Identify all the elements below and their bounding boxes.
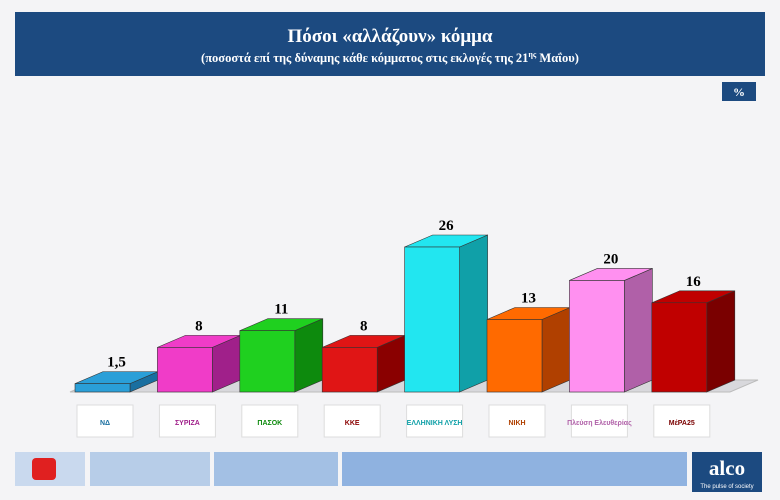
footer-logo <box>32 458 56 480</box>
bar-side <box>541 307 571 393</box>
value-label: 16 <box>686 274 702 290</box>
footer-block <box>90 452 210 486</box>
category-label: ΠΑΣΟΚ <box>257 420 282 427</box>
value-label: 20 <box>603 251 618 267</box>
category-logo <box>158 404 216 438</box>
bar-side <box>706 290 736 393</box>
bar <box>569 280 625 393</box>
value-label: 8 <box>195 318 203 334</box>
header-box <box>15 12 765 76</box>
subtitle-main: (ποσοστά επί της δύναμης κάθε κόμματος σ… <box>201 51 528 65</box>
value-label: 8 <box>360 318 368 334</box>
category-label: ΝΙΚΗ <box>508 420 525 427</box>
value-label: 1,5 <box>107 355 126 371</box>
category-logo <box>570 404 628 438</box>
bar <box>651 302 708 393</box>
bar <box>486 319 543 393</box>
chart-title: Πόσοι «αλλάζουν» κόμμα <box>287 26 492 47</box>
subtitle-sup: ης <box>528 50 537 59</box>
bar-side <box>294 318 324 393</box>
value-label: 13 <box>521 291 536 307</box>
category-logo <box>653 404 711 438</box>
category-label: ΕΛΛΗΝΙΚΗ ΛΥΣΗ <box>407 420 463 427</box>
value-label: 11 <box>274 302 288 318</box>
bar-side <box>624 268 653 393</box>
unit-box <box>722 82 756 101</box>
brand: alco <box>709 456 745 480</box>
bar-side <box>459 234 488 393</box>
bar <box>404 246 460 393</box>
footer-block <box>214 452 338 486</box>
value-label: 26 <box>439 218 455 234</box>
tagline: The pulse of society <box>700 484 753 490</box>
category-logo <box>488 404 546 438</box>
category-label: ΣΥΡΙΖΑ <box>175 420 200 427</box>
chart-subtitle: (ποσοστά επί της δύναμης κάθε κόμματος σ… <box>201 50 579 65</box>
footer-block <box>342 452 687 486</box>
category-label: ΜέΡΑ25 <box>669 420 695 427</box>
subtitle-end: Μαΐου) <box>536 51 579 65</box>
category-logo <box>241 404 299 438</box>
unit-label: % <box>733 85 745 99</box>
bar <box>74 383 131 393</box>
category-label: ΚΚΕ <box>345 420 360 427</box>
brand-box <box>692 452 762 492</box>
category-logo <box>76 404 134 438</box>
category-label: ΝΔ <box>100 420 110 427</box>
category-logo <box>323 404 381 438</box>
category-label: Πλεύση Ελευθερίας <box>567 419 632 427</box>
bar <box>157 347 213 393</box>
bar <box>321 347 378 393</box>
bar <box>239 330 296 393</box>
category-logo <box>406 404 464 438</box>
